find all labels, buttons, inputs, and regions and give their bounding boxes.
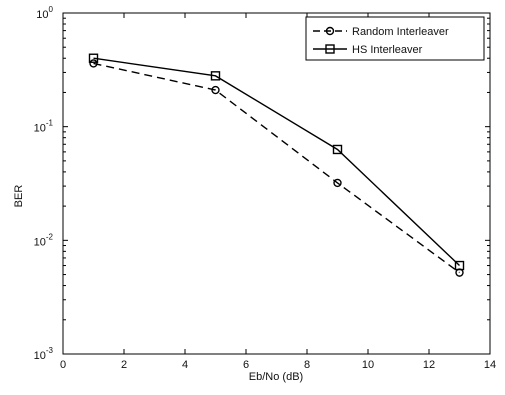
x-tick-label: 12 [423,359,435,371]
legend-box [305,16,485,61]
data-point-hs-interleaver [210,71,221,81]
y-tick-exponent: -1 [46,119,54,128]
x-tick-label: 2 [121,359,127,371]
x-axis-ticks: 0 2 4 6 8 10 12 14 [60,13,496,371]
x-tick-label: 8 [304,359,310,371]
data-point-random-interleaver [333,178,342,188]
legend-marker-square [325,44,335,54]
x-tick-label: 6 [243,359,249,371]
x-tick-label: 0 [60,359,66,371]
y-axis-label: BER [13,185,25,208]
plot-frame [62,12,491,355]
series-line-random-interleaver [93,62,460,274]
data-point-hs-interleaver [88,53,99,63]
series-line-hs-interleaver [93,57,460,267]
y-tick-label: 10-3 [34,346,54,362]
x-tick-label: 10 [362,359,374,371]
data-point-random-interleaver [211,85,220,95]
data-point-random-interleaver [89,59,98,68]
y-tick-base: 10 [36,9,48,21]
legend-marker-circle [325,26,335,36]
data-point-hs-interleaver [332,144,343,155]
y-tick-exponent: -3 [46,346,54,355]
legend-label-hs-interleaver: HS Interleaver [352,44,423,56]
legend-label-random-interleaver: Random Interleaver [352,26,449,38]
y-tick-base: 10 [34,236,46,248]
x-tick-label: 14 [484,359,496,371]
y-tick-label: 10-2 [34,232,54,248]
y-tick-exponent: -2 [46,232,54,241]
data-point-hs-interleaver [454,260,465,271]
y-tick-label: 10-1 [34,119,54,135]
x-axis-label: Eb/No (dB) [249,371,303,383]
legend: Random Interleaver HS Interleaver [305,16,485,61]
y-tick-base: 10 [34,123,46,135]
y-tick-exponent: 0 [49,5,54,14]
y-tick-base: 10 [34,350,46,362]
series-layer [88,53,465,277]
x-tick-label: 4 [182,359,188,371]
y-tick-label: 100 [36,5,53,21]
